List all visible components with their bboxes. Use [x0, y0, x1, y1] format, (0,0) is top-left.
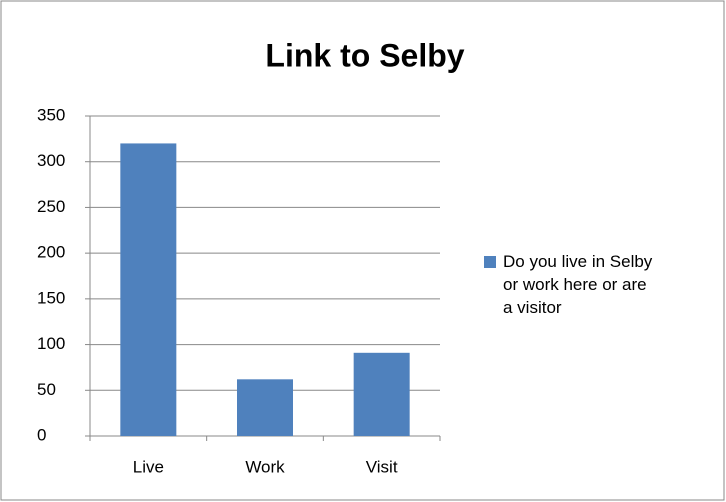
chart-title: Link to Selby — [265, 37, 464, 73]
legend-swatch — [484, 256, 496, 268]
y-tick-label: 0 — [37, 425, 46, 444]
y-tick-label: 350 — [37, 105, 65, 124]
y-tick-label: 150 — [37, 288, 65, 307]
y-tick-label: 50 — [37, 380, 56, 399]
bar — [237, 379, 293, 436]
y-tick-label: 300 — [37, 151, 65, 170]
legend-label: Do you live in Selby or work here or are… — [503, 252, 653, 317]
y-tick-label: 200 — [37, 243, 65, 262]
bar — [120, 143, 177, 436]
bar — [353, 352, 410, 436]
y-tick-label: 250 — [37, 197, 65, 216]
y-tick-label: 100 — [37, 334, 65, 353]
x-tick-label: Visit — [366, 457, 398, 476]
x-tick-label: Work — [245, 457, 285, 476]
x-tick-label: Live — [133, 457, 164, 476]
